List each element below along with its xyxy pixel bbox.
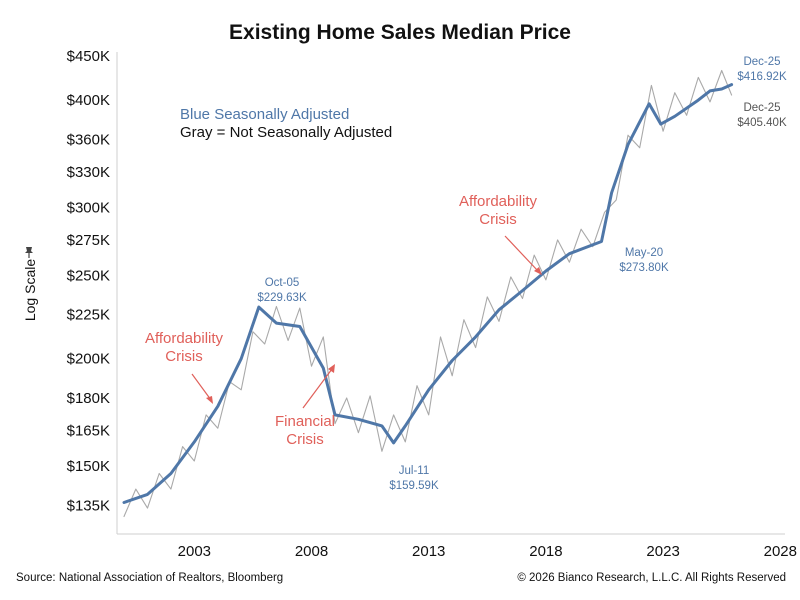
source-note: Source: National Association of Realtors… <box>16 572 284 584</box>
x-tick-label: 2028 <box>764 543 797 560</box>
pin-icon <box>25 247 33 258</box>
annotation-may20-date: May-20 <box>625 247 663 259</box>
annotation-trough-2011: Jul-11 $159.59K <box>389 465 439 492</box>
financial-2008-arrowhead <box>328 364 335 373</box>
annotation-end-nsa-value: $405.40K <box>737 117 787 129</box>
y-tick-label: $400K <box>67 92 110 109</box>
chart-title: Existing Home Sales Median Price <box>229 21 571 44</box>
annotation-end-sa-date: Dec-25 <box>743 56 780 68</box>
y-axis-label-text: Log Scale <box>22 259 38 321</box>
annotation-trough-value: $159.59K <box>389 480 439 492</box>
annotation-peak-value: $229.63K <box>257 292 307 304</box>
y-tick-label: $180K <box>67 390 110 407</box>
legend: Blue Seasonally Adjusted Gray = Not Seas… <box>180 106 392 141</box>
annotation-affordability-2017: Affordability Crisis <box>459 193 542 275</box>
y-axis-label: Log Scale <box>22 247 38 321</box>
copyright-note: © 2026 Bianco Research, L.L.C. All Right… <box>517 572 786 584</box>
annotation-may20-value: $273.80K <box>619 262 669 274</box>
y-ticks: $135K $150K $165K $180K $200K $225K $250K $275K… <box>67 48 110 514</box>
x-tick-label: 2003 <box>178 543 211 560</box>
y-tick-label: $225K <box>67 307 110 324</box>
y-tick-label: $360K <box>67 131 110 148</box>
affordability-2004-arrow <box>191 373 212 401</box>
y-tick-label: $165K <box>67 422 110 439</box>
x-tick-label: 2013 <box>412 543 445 560</box>
series-line-sa <box>122 83 734 504</box>
y-tick-label: $150K <box>67 458 110 475</box>
annotation-end-nsa: Dec-25 $405.40K <box>737 102 787 129</box>
x-tick-label: 2018 <box>529 543 562 560</box>
annotation-peak-2005: Oct-05 $229.63K <box>257 277 307 304</box>
y-tick-label: $250K <box>67 267 110 284</box>
x-tick-label: 2008 <box>295 543 328 560</box>
financial-2008-line2: Crisis <box>286 431 324 448</box>
annotation-financial-2008: Financial Crisis <box>275 364 335 448</box>
affordability-2017-line2: Crisis <box>479 211 517 228</box>
annotation-trough-date: Jul-11 <box>399 465 429 477</box>
affordability-2004-line1: Affordability <box>145 330 224 347</box>
legend-sa: Blue Seasonally Adjusted <box>180 106 349 123</box>
y-tick-label: $450K <box>67 48 110 65</box>
x-ticks: 2003 2008 2013 2018 2023 2028 <box>178 543 797 560</box>
series-layer <box>122 69 734 518</box>
affordability-2017-line1: Affordability <box>459 193 538 210</box>
financial-2008-line1: Financial <box>275 413 335 430</box>
annotation-end-nsa-date: Dec-25 <box>743 102 780 114</box>
legend-nsa: Gray = Not Seasonally Adjusted <box>180 124 392 141</box>
affordability-2004-arrowhead <box>206 396 213 404</box>
affordability-2004-line2: Crisis <box>165 348 203 365</box>
y-tick-label: $300K <box>67 199 110 216</box>
annotation-end-sa: Dec-25 $416.92K <box>737 56 787 83</box>
affordability-2017-arrowhead <box>534 267 542 275</box>
annotation-may-2020: May-20 $273.80K <box>619 247 669 274</box>
axes <box>116 52 785 535</box>
y-tick-label: $135K <box>67 497 110 514</box>
x-tick-label: 2023 <box>646 543 679 560</box>
y-tick-label: $275K <box>67 232 110 249</box>
annotation-end-sa-value: $416.92K <box>737 71 787 83</box>
annotation-peak-date: Oct-05 <box>265 277 300 289</box>
y-tick-label: $200K <box>67 351 110 368</box>
y-tick-label: $330K <box>67 164 110 181</box>
financial-2008-arrow <box>302 368 333 409</box>
annotation-affordability-2004: Affordability Crisis <box>145 330 224 404</box>
affordability-2017-arrow <box>504 235 539 272</box>
